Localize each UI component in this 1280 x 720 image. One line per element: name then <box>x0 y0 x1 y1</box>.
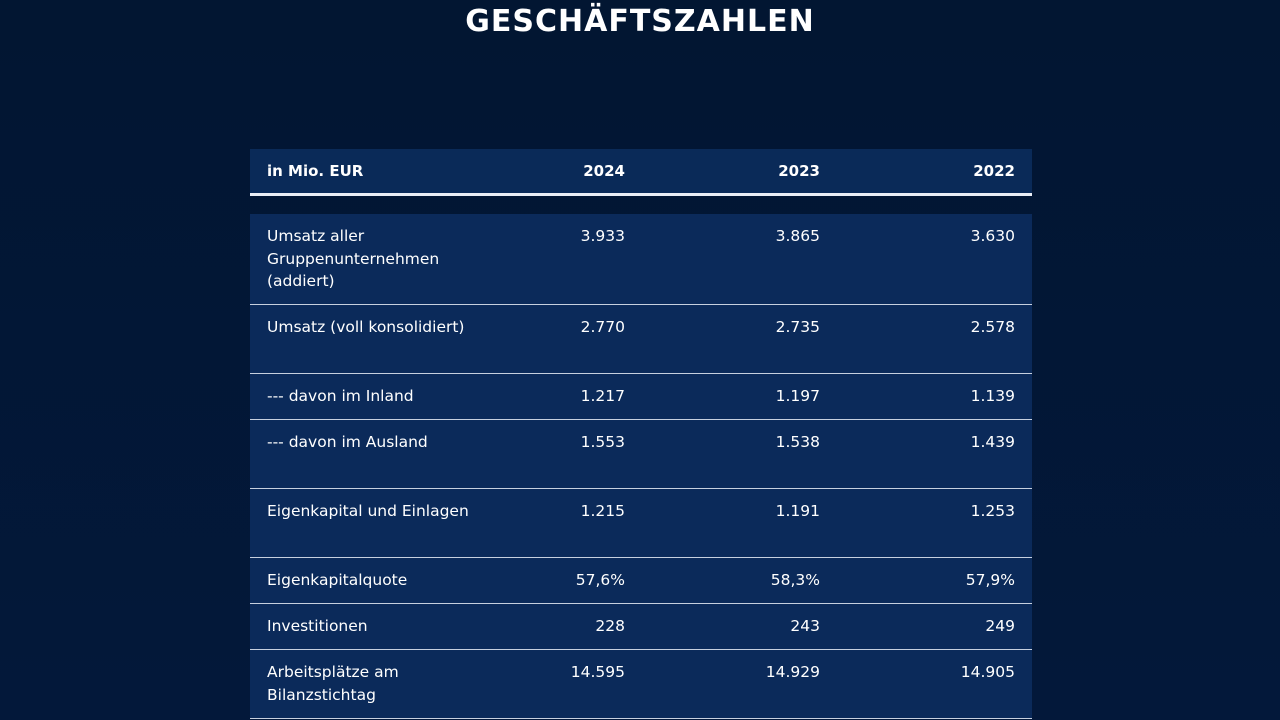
row-value-2022: 1.253 <box>970 502 1015 520</box>
row-value-2023: 1.197 <box>775 387 820 405</box>
row-value-2024: 1.217 <box>580 387 625 405</box>
row-value-2023: 1.538 <box>775 433 820 451</box>
table-body: Umsatz aller Gruppenunternehmen (addiert… <box>250 214 1032 719</box>
row-value-2022: 3.630 <box>970 227 1015 245</box>
header-year-2024: 2024 <box>583 162 625 180</box>
table-row: --- davon im Inland 1.217 1.197 1.139 <box>250 374 1032 420</box>
row-value-2024: 3.933 <box>580 227 625 245</box>
row-label: Arbeitsplätze am Bilanzstichtag <box>267 663 399 704</box>
row-value-2024: 2.770 <box>580 318 625 336</box>
row-value-2024: 1.553 <box>580 433 625 451</box>
row-value-2024: 228 <box>595 617 625 635</box>
table-header: in Mio. EUR 2024 2023 2022 <box>250 149 1032 196</box>
table-row: Umsatz (voll konsolidiert) 2.770 2.735 2… <box>250 305 1032 374</box>
row-label: Umsatz (voll konsolidiert) <box>267 318 465 336</box>
header-unit: in Mio. EUR <box>267 162 364 180</box>
row-value-2023: 243 <box>790 617 820 635</box>
row-label: Investitionen <box>267 617 368 635</box>
table-row: Eigenkapital und Einlagen 1.215 1.191 1.… <box>250 489 1032 558</box>
table-row: Arbeitsplätze am Bilanzstichtag 14.595 1… <box>250 650 1032 719</box>
row-value-2024: 14.595 <box>570 663 625 681</box>
row-value-2023: 14.929 <box>765 663 820 681</box>
row-label: Umsatz aller Gruppenunternehmen (addiert… <box>267 227 440 290</box>
page-title: GESCHÄFTSZAHLEN <box>465 4 815 39</box>
header-year-2022: 2022 <box>973 162 1015 180</box>
row-label: Eigenkapital und Einlagen <box>267 502 469 520</box>
row-value-2022: 14.905 <box>960 663 1015 681</box>
row-label: Eigenkapitalquote <box>267 571 408 589</box>
row-value-2023: 3.865 <box>775 227 820 245</box>
row-value-2022: 2.578 <box>970 318 1015 336</box>
row-label: --- davon im Ausland <box>267 433 428 451</box>
row-value-2023: 2.735 <box>775 318 820 336</box>
row-value-2023: 1.191 <box>775 502 820 520</box>
row-value-2022: 249 <box>985 617 1015 635</box>
row-value-2022: 1.139 <box>970 387 1015 405</box>
table-row: Eigenkapitalquote 57,6% 58,3% 57,9% <box>250 558 1032 604</box>
key-figures-table: in Mio. EUR 2024 2023 2022 Umsatz aller … <box>250 149 1032 719</box>
row-label: --- davon im Inland <box>267 387 414 405</box>
row-value-2024: 1.215 <box>580 502 625 520</box>
table-row: Umsatz aller Gruppenunternehmen (addiert… <box>250 214 1032 305</box>
header-spacer <box>250 196 1032 214</box>
row-value-2022: 57,9% <box>965 571 1015 589</box>
row-value-2023: 58,3% <box>770 571 820 589</box>
header-year-2023: 2023 <box>778 162 820 180</box>
row-value-2024: 57,6% <box>575 571 625 589</box>
table-row: --- davon im Ausland 1.553 1.538 1.439 <box>250 420 1032 489</box>
row-value-2022: 1.439 <box>970 433 1015 451</box>
table-row: Investitionen 228 243 249 <box>250 604 1032 650</box>
